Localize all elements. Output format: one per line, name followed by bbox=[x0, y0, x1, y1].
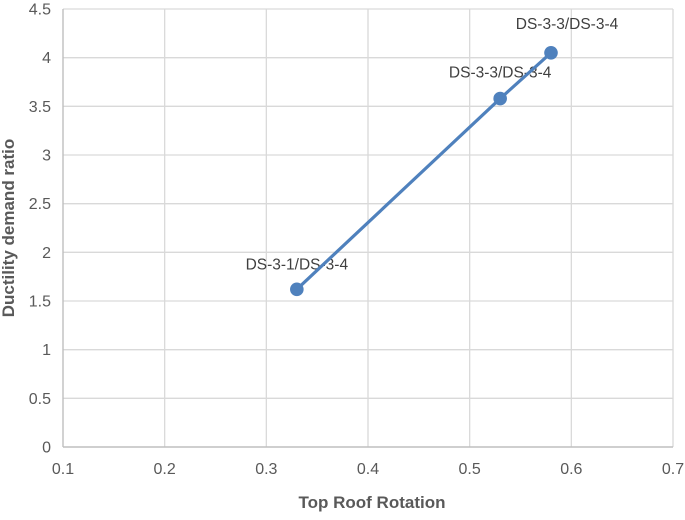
y-tick-label: 1 bbox=[42, 342, 51, 359]
x-tick-label: 0.2 bbox=[154, 461, 176, 478]
data-point-marker bbox=[544, 46, 558, 60]
gridlines bbox=[63, 8, 674, 447]
y-tick-label: 3 bbox=[42, 148, 51, 165]
y-tick-label: 2.5 bbox=[29, 196, 51, 213]
data-point-label: DS-3-3/DS-3-4 bbox=[516, 16, 619, 33]
x-tick-label: 0.5 bbox=[459, 461, 481, 478]
x-tick-label: 0.4 bbox=[357, 461, 379, 478]
x-tick-label: 0.7 bbox=[662, 461, 684, 478]
axis-lines bbox=[62, 9, 673, 448]
data-series bbox=[290, 46, 558, 297]
data-point-marker bbox=[290, 282, 304, 297]
x-axis-title: Top Roof Rotation bbox=[299, 493, 446, 512]
x-tick-label: 0.1 bbox=[52, 461, 74, 478]
y-tick-label: 3.5 bbox=[29, 99, 51, 116]
x-tick-label: 0.3 bbox=[255, 461, 277, 478]
data-point-label: DS-3-1/DS-3-4 bbox=[246, 256, 349, 273]
tick-labels: 0 0.5 1 1.5 2 2.5 3 3.5 4 4.5 0.1 0.2 0.3 0.4 0.5 0.6 0.… bbox=[29, 2, 684, 479]
series-line bbox=[295, 51, 553, 291]
x-tick-label: 0.6 bbox=[560, 461, 582, 478]
y-tick-label: 4 bbox=[42, 50, 51, 67]
data-point-marker bbox=[493, 91, 507, 106]
y-tick-label: 0 bbox=[42, 440, 51, 457]
y-tick-label: 2 bbox=[42, 245, 51, 262]
y-tick-label: 1.5 bbox=[29, 294, 51, 311]
data-point-labels: DS-3-1/DS-3-4DS-3-3/DS-3-4DS-3-3/DS-3-4 bbox=[246, 16, 619, 274]
y-tick-label: 0.5 bbox=[29, 391, 51, 408]
y-tick-label: 4.5 bbox=[29, 2, 51, 19]
y-axis-title: Ductility demand ratio bbox=[0, 139, 18, 318]
